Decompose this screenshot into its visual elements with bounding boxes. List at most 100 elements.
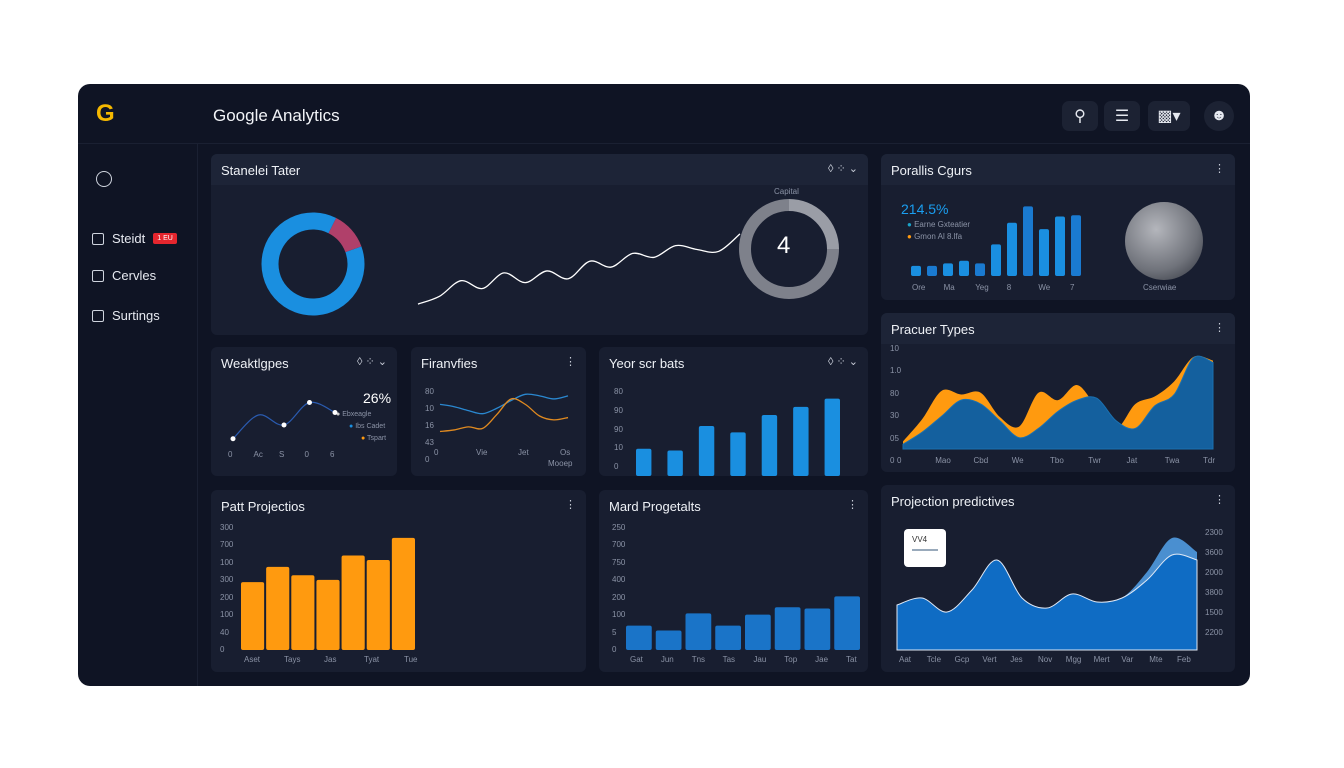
panel-menu[interactable]: ◊ ⁘ ⌄ [828,163,858,175]
bar [266,566,290,650]
x-tick-label: Tas [722,655,736,664]
panel-menu[interactable]: ⋮ [565,499,576,511]
chat-icon: ▩▾ [1157,108,1181,125]
x-tick-label: Tdr [1203,456,1215,465]
y-tick-label: 5 [612,627,617,637]
types-area-chart [902,355,1214,450]
sidebar-item-cervles[interactable]: Cervles [92,268,156,283]
x-tick-label: Tyat [364,655,380,664]
series-area [896,553,1198,651]
x-tick-label: 0 [304,450,309,459]
y-tick-label: 400 [612,575,626,585]
yearly-bar-chart [636,398,840,476]
bar [715,625,741,650]
wave-line-chart [417,233,741,305]
legend-item: Tspart [367,435,387,442]
x-tick-label: Tat [846,655,857,664]
user-button[interactable]: ☻ [1204,101,1234,131]
panel-title: Mard Progetalts [609,499,701,514]
data-point [332,410,338,415]
tooltip-label: VV4 [912,535,928,544]
sidebar: Steidt 1 EU Cervles Surtings [78,144,198,686]
x-tick-label: 8 [1006,283,1012,292]
bar [911,265,921,276]
y-tick-label: 100 [220,610,234,620]
portfolio-bar-chart [911,206,1081,276]
x-tick-label: Gcp [954,655,970,664]
sidebar-item-label: Surtings [112,308,160,323]
bar [1023,206,1033,276]
x-tick-label: Ac [253,450,263,459]
y-tick-label: 250 [612,523,626,532]
x-tick-label: Jet [518,448,529,457]
chat-button[interactable]: ▩▾ [1148,101,1190,131]
data-point [230,436,236,442]
bar [291,575,315,650]
bar [991,244,1001,276]
x-tick-label: We [1011,456,1024,465]
y-tick-label: 2300 [1205,528,1223,537]
globe-label: Cserwiae [1143,283,1177,292]
sidebar-item-steidt[interactable]: Steidt 1 EU [92,231,177,246]
y-tick-label: 0 [425,455,430,464]
clock-icon[interactable] [96,171,112,187]
panel-menu[interactable]: ⋮ [847,499,858,511]
bar [959,260,969,276]
x-tick-label: Tbo [1050,456,1064,465]
pie-slice [261,212,365,316]
y-tick-label: 43 [425,438,434,447]
sidebar-item-surtings[interactable]: Surtings [92,308,160,323]
y-tick-label: 10 [425,404,434,413]
bar [341,555,365,650]
chart-icon [92,232,104,245]
x-tick-label: Mao [935,456,951,465]
bar [745,614,771,650]
search-button[interactable]: ⚲ [1062,101,1098,131]
path-bar-chart [241,537,415,650]
bar [1007,222,1017,276]
x-tick-label: Jae [815,655,829,664]
panel-menu[interactable]: ⋮ [1214,163,1225,175]
gauge-value: 4 [777,232,791,259]
y-tick-label: 90 [614,424,623,434]
series-line [417,233,741,305]
gauge-label: Capital [774,187,799,196]
panel-menu[interactable]: ⋮ [1214,494,1225,506]
sidebar-item-label: Steidt [112,231,146,246]
x-tick-label: Nov [1038,655,1053,664]
weekly-line-chart [230,400,338,442]
panel-menu[interactable]: ⋮ [565,356,576,368]
finance-line-chart [439,393,569,433]
x-tick-label: Mert [1093,655,1110,664]
y-tick-label: 80 [425,387,434,396]
x-tick-label: 7 [1070,283,1075,292]
x-tick-label: Jat [1126,456,1138,465]
x-tick-label: Vert [982,655,997,664]
x-tick-label: Var [1121,655,1134,664]
gauge-chart [739,199,839,299]
bar [241,582,265,650]
bar [1071,215,1081,276]
x-tick-label: Ma [943,283,955,292]
x-tick-label: S [279,450,285,459]
list-button[interactable]: ☰ [1104,101,1140,131]
x-tick-label: Tcle [926,655,942,664]
bar [685,613,712,650]
panel-menu[interactable]: ⋮ [1214,322,1225,334]
bar [626,625,652,650]
x-tick-label: Mte [1149,655,1163,664]
finance-panel: Firanvfies ⋮ Mooep [411,347,586,476]
overview-panel: Stanelei Tater ◊ ⁘ ⌄ Capital 4 [211,154,868,335]
data-point [281,422,287,428]
y-tick-label: 2200 [1205,628,1223,637]
x-tick-label: Aset [244,655,261,664]
x-tick-label: Os [560,448,571,457]
bar [366,560,390,650]
y-tick-label: 0 [890,456,895,465]
panel-title: Pracuer Types [881,313,1235,344]
series-line [232,401,336,440]
panel-menu[interactable]: ◊ ⁘ ⌄ [357,356,387,368]
x-tick-label: Aat [899,655,912,664]
x-tick-label: 0 [434,448,439,457]
panel-menu[interactable]: ◊ ⁘ ⌄ [828,356,858,368]
